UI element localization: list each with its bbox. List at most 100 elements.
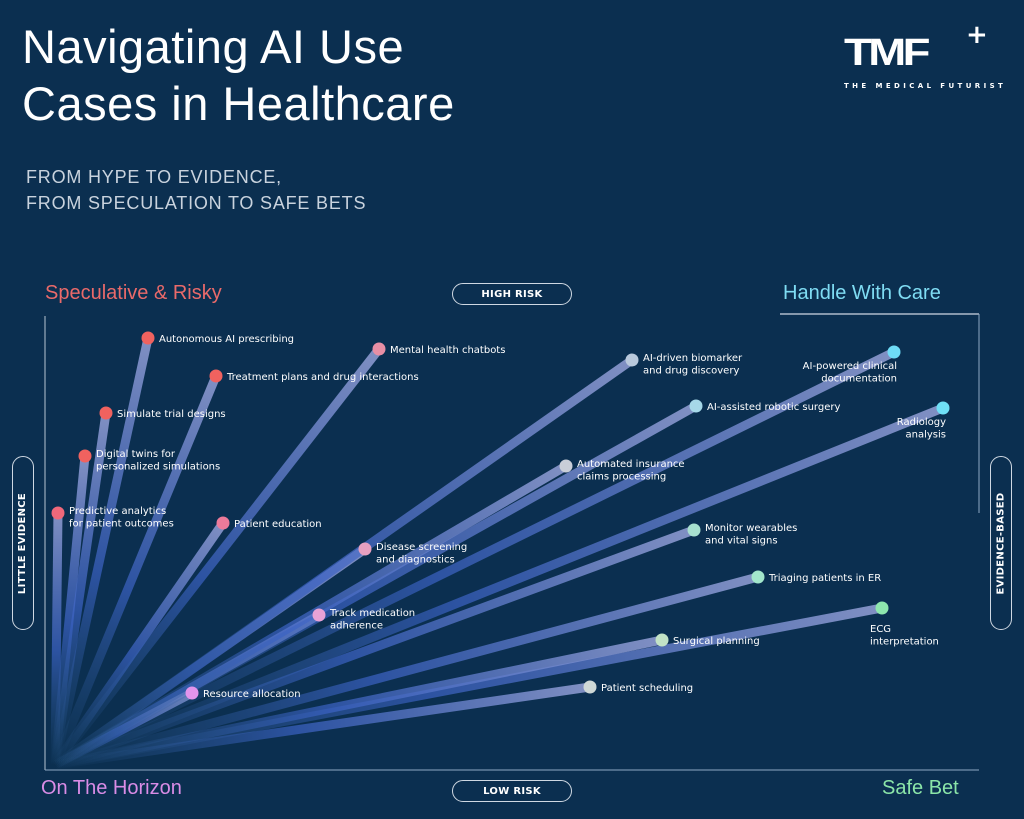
title-line-2: Cases in Healthcare: [22, 77, 455, 130]
ray: [50, 337, 153, 766]
evidence-based-text: EVIDENCE-BASED: [995, 491, 1007, 595]
title-line-1: Navigating AI Use: [22, 20, 405, 73]
subtitle: FROM HYPE TO EVIDENCE, FROM SPECULATION …: [26, 164, 366, 216]
high-risk-text: HIGH RISK: [481, 288, 543, 300]
use-case-label-line: ECG: [870, 624, 891, 635]
use-case-label: Radiology analysis: [897, 417, 946, 441]
high-risk-label: HIGH RISK: [452, 283, 572, 305]
use-case-label: Triaging patients in ER: [768, 573, 881, 584]
low-risk-label: LOW RISK: [452, 780, 572, 802]
use-case-dot: [185, 686, 199, 700]
quadrant-handle-with-care: Handle With Care: [783, 282, 941, 304]
use-case-dot: [99, 406, 113, 420]
ray: [52, 462, 569, 769]
use-case-label-line: personalized simulations: [96, 462, 220, 473]
subtitle-line-2: FROM SPECULATION TO SAFE BETS: [26, 193, 367, 213]
use-case-label: Mental health chatbots: [390, 345, 505, 356]
ray: [53, 403, 945, 770]
use-case-dot: [625, 353, 639, 367]
use-case-dot: [559, 459, 573, 473]
use-case-label-line: analysis: [906, 430, 947, 441]
use-case-dot: [372, 342, 386, 356]
use-case-label-line: Patient scheduling: [601, 683, 693, 694]
use-case-label: Predictive analytics for patient outcomes: [69, 506, 174, 530]
low-risk-text: LOW RISK: [483, 785, 541, 797]
use-case-label-line: adherence: [330, 621, 383, 632]
ray: [51, 346, 383, 768]
use-case-label-line: Mental health chatbots: [390, 345, 505, 356]
little-evidence-label: LITTLE EVIDENCE: [12, 456, 34, 630]
use-case-label-line: Triaging patients in ER: [768, 573, 881, 584]
ray: [54, 635, 663, 770]
evidence-based-label: EVIDENCE-BASED: [990, 456, 1012, 630]
ray: [53, 525, 696, 770]
use-case-label: Autonomous AI prescribing: [159, 334, 294, 345]
logo-name: THE MEDICAL FUTURIST: [844, 82, 1007, 90]
use-case-label-line: Surgical planning: [673, 636, 760, 647]
use-case-label: Patient scheduling: [601, 683, 693, 694]
use-case-label-line: Patient education: [234, 519, 322, 530]
use-case-label: AI-powered clinical documentation: [803, 361, 897, 385]
use-case-label: Disease screening and diagnostics: [376, 542, 467, 566]
use-case-label-line: Digital twins for: [96, 449, 176, 460]
use-case-dot: [358, 542, 372, 556]
use-case-label-line: Autonomous AI prescribing: [159, 334, 294, 345]
use-case-dot: [141, 331, 155, 345]
use-case-dot: [936, 401, 950, 415]
logo-plus-icon: +: [966, 20, 988, 50]
tmf-logo: TMF + THE MEDICAL FUTURIST: [842, 20, 1003, 96]
subtitle-line-1: FROM HYPE TO EVIDENCE,: [26, 167, 282, 187]
use-case-label: Resource allocation: [203, 689, 301, 700]
use-case-label: Track medication adherence: [329, 608, 415, 632]
quadrant-speculative-risky: Speculative & Risky: [45, 282, 222, 304]
use-case-dot: [875, 601, 889, 615]
use-case-dot: [583, 680, 597, 694]
quadrant-on-the-horizon: On The Horizon: [41, 777, 182, 799]
use-case-label: Digital twins for personalized simulation…: [96, 449, 220, 473]
use-case-dot: [209, 369, 223, 383]
use-case-label: AI-assisted robotic surgery: [707, 402, 840, 413]
use-case-label-line: Track medication: [329, 608, 415, 619]
use-case-dot: [887, 345, 901, 359]
ray: [54, 682, 591, 770]
page-title: Navigating AI Use Cases in Healthcare: [22, 18, 455, 132]
use-case-dot: [687, 523, 701, 537]
use-case-dot: [216, 516, 230, 530]
use-case-dot: [51, 506, 65, 520]
ray: [50, 512, 63, 766]
use-case-label-line: and vital signs: [705, 536, 778, 547]
use-case-label: AI-driven biomarker and drug discovery: [643, 353, 743, 377]
use-case-label: Simulate trial designs: [117, 409, 226, 420]
use-case-label-line: and drug discovery: [643, 366, 739, 377]
use-case-label-line: Disease screening: [376, 542, 467, 553]
quadrant-safe-bet: Safe Bet: [882, 777, 959, 799]
use-case-label-line: Monitor wearables: [705, 523, 797, 534]
use-case-dot: [689, 399, 703, 413]
use-case-label: ECG interpretation: [870, 624, 939, 648]
logo-mark: TMF: [844, 32, 930, 74]
use-case-dot: [312, 608, 326, 622]
use-case-label-line: interpretation: [870, 637, 939, 648]
use-case-label-line: AI-powered clinical: [803, 361, 897, 372]
use-case-label-line: claims processing: [577, 472, 666, 483]
use-case-dot: [78, 449, 92, 463]
little-evidence-text: LITTLE EVIDENCE: [17, 492, 29, 594]
use-case-label-line: documentation: [821, 374, 897, 385]
use-case-label-line: Radiology: [897, 417, 946, 428]
use-case-label-line: Treatment plans and drug interactions: [226, 372, 419, 383]
use-case-label: Monitor wearables and vital signs: [705, 523, 797, 547]
use-case-dot: [751, 570, 765, 584]
use-case-label: Patient education: [234, 519, 322, 530]
use-case-label-line: Resource allocation: [203, 689, 301, 700]
ray: [50, 374, 221, 767]
use-case-label-line: Automated insurance: [577, 459, 685, 470]
use-case-label: Surgical planning: [673, 636, 760, 647]
use-case-label-line: for patient outcomes: [69, 519, 174, 530]
use-case-label: Automated insurance claims processing: [577, 459, 685, 483]
use-case-dot: [655, 633, 669, 647]
use-case-label-line: AI-driven biomarker: [643, 353, 743, 364]
ray: [53, 572, 760, 770]
use-case-label-line: and diagnostics: [376, 555, 455, 566]
use-case-label: Treatment plans and drug interactions: [226, 372, 419, 383]
